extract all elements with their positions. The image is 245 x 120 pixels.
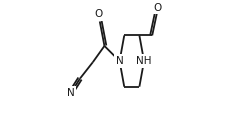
Text: O: O	[153, 3, 161, 13]
Text: N: N	[67, 88, 74, 98]
Text: NH: NH	[136, 56, 152, 66]
Text: N: N	[116, 56, 123, 66]
Text: O: O	[95, 9, 103, 19]
